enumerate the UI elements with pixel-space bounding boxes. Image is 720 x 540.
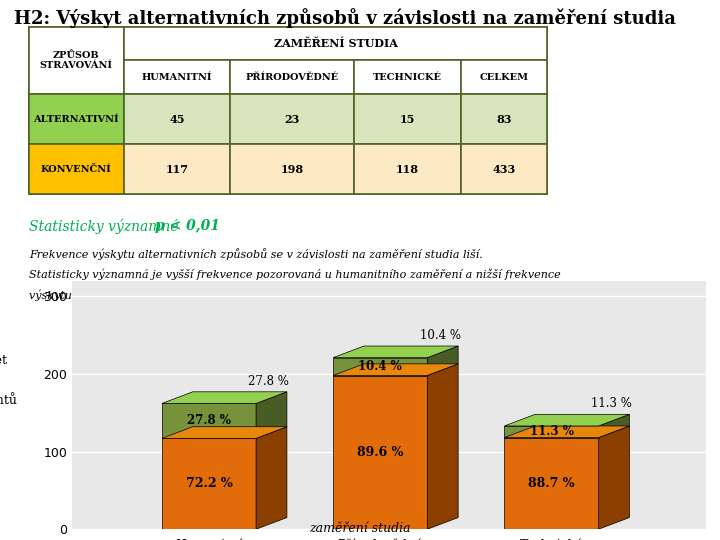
Text: Statisticky významné: Statisticky významné (29, 219, 183, 234)
Text: ZPŮSOB
STRAVOVÁNÍ: ZPŮSOB STRAVOVÁNÍ (40, 51, 113, 70)
Bar (29, 94, 124, 144)
Bar (461, 94, 547, 144)
Bar (124, 60, 230, 94)
Polygon shape (162, 403, 256, 438)
Polygon shape (505, 414, 629, 426)
Bar (354, 60, 461, 94)
Text: p < 0,01: p < 0,01 (155, 219, 220, 233)
Polygon shape (505, 437, 598, 529)
Text: 118: 118 (396, 164, 419, 175)
Bar (124, 94, 230, 144)
Text: ALTERNATIVNÍ: ALTERNATIVNÍ (34, 114, 119, 124)
Polygon shape (333, 364, 458, 375)
Text: 88.7 %: 88.7 % (528, 477, 575, 490)
Polygon shape (256, 392, 287, 438)
Text: H2: Výskyt alternativních způsobů v závislosti na zaměření studia: H2: Výskyt alternativních způsobů v závi… (14, 8, 676, 28)
Text: 198: 198 (281, 164, 304, 175)
Bar (230, 94, 354, 144)
Text: 89.6 %: 89.6 % (357, 446, 403, 459)
Text: 72.2 %: 72.2 % (186, 477, 233, 490)
Bar (124, 27, 547, 60)
Text: PŘÍRODOVĚDNÉ: PŘÍRODOVĚDNÉ (246, 73, 339, 82)
Text: KONVENČNÍ: KONVENČNÍ (41, 165, 112, 174)
Text: 27.8 %: 27.8 % (248, 375, 289, 388)
Polygon shape (162, 427, 287, 438)
Text: 10.4 %: 10.4 % (359, 360, 402, 373)
Text: 11.3 %: 11.3 % (591, 397, 631, 410)
Bar (29, 27, 547, 194)
Bar (461, 144, 547, 194)
Polygon shape (333, 375, 428, 529)
Polygon shape (333, 346, 458, 357)
Bar (461, 60, 547, 94)
Bar (230, 60, 354, 94)
Text: 27.8 %: 27.8 % (187, 414, 231, 428)
Polygon shape (162, 438, 256, 529)
Bar (29, 144, 124, 194)
Text: studentů: studentů (0, 394, 17, 407)
Text: CELKEM: CELKEM (480, 73, 528, 82)
Text: 15: 15 (400, 113, 415, 125)
Text: Frekvence výskytu alternativních způsobů se v závislosti na zaměření studia liší: Frekvence výskytu alternativních způsobů… (29, 248, 482, 260)
Text: zaměření studia: zaměření studia (309, 522, 411, 535)
Text: ZAMĚŘENÍ STUDIA: ZAMĚŘENÍ STUDIA (274, 38, 397, 49)
Text: výskytu alternativních způsobů stravování u studentů přírodovědného a technickéh: výskytu alternativních způsobů stravován… (29, 289, 565, 301)
Text: Statisticky významná je vyšší frekvence pozorovaná u humanitního zaměření a nižš: Statisticky významná je vyšší frekvence … (29, 268, 561, 280)
Bar (230, 144, 354, 194)
Text: 23: 23 (284, 113, 300, 125)
Text: HUMANITNÍ: HUMANITNÍ (142, 73, 212, 82)
Bar (29, 27, 124, 94)
Polygon shape (333, 357, 428, 375)
Bar (354, 144, 461, 194)
Polygon shape (598, 414, 629, 437)
Polygon shape (428, 364, 458, 529)
Polygon shape (162, 392, 287, 403)
Polygon shape (428, 346, 458, 375)
Polygon shape (505, 426, 598, 437)
Polygon shape (505, 426, 629, 437)
Text: 117: 117 (166, 164, 189, 175)
Text: 45: 45 (169, 113, 185, 125)
Text: 11.3 %: 11.3 % (529, 426, 573, 438)
Bar (124, 144, 230, 194)
Text: počet: počet (0, 353, 7, 367)
Text: TECHNICKÉ: TECHNICKÉ (373, 73, 442, 82)
Polygon shape (598, 426, 629, 529)
Polygon shape (256, 427, 287, 529)
Text: 433: 433 (492, 164, 516, 175)
Text: 83: 83 (496, 113, 512, 125)
Bar (354, 94, 461, 144)
Text: 10.4 %: 10.4 % (420, 329, 461, 342)
